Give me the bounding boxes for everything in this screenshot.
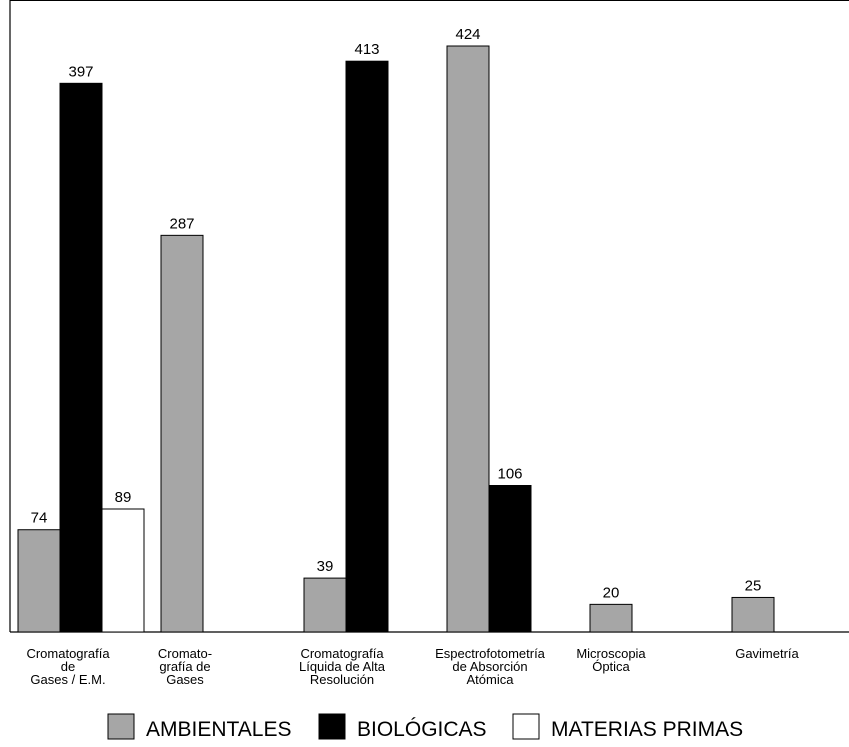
category-label: Atómica <box>467 672 515 687</box>
category-label: de <box>61 659 75 674</box>
bar <box>101 508 145 633</box>
data-label: 287 <box>169 215 194 232</box>
legend-label: BIOLÓGICAS <box>357 718 487 741</box>
category-label: Gavimetría <box>735 646 799 661</box>
bar <box>160 234 204 633</box>
legend: AMBIENTALES BIOLÓGICAS MATERIAS PRIMAS <box>107 713 743 741</box>
data-label: 413 <box>354 41 379 58</box>
data-label: 25 <box>745 577 762 594</box>
bar <box>59 82 103 633</box>
category-label: Gases <box>166 672 204 687</box>
legend-swatch <box>512 713 540 740</box>
bar <box>345 60 389 633</box>
category-label: Espectrofotometría <box>435 646 546 661</box>
bar <box>303 577 347 633</box>
bar <box>731 596 775 633</box>
data-label: 20 <box>603 584 620 601</box>
legend-label: MATERIAS PRIMAS <box>551 718 743 741</box>
category-label: Cromatografía <box>26 646 110 661</box>
data-label: 89 <box>115 489 132 506</box>
bars <box>17 45 775 633</box>
category-label: grafía de <box>159 659 210 674</box>
bar <box>446 45 490 633</box>
bar <box>589 603 633 633</box>
category-label: Cromatografía <box>300 646 384 661</box>
plot-frame <box>9 0 849 633</box>
data-label: 39 <box>317 558 334 575</box>
value-labels: 74 397 89 287 39 413 424 106 20 25 <box>31 26 762 601</box>
category-label: Óptica <box>592 659 630 674</box>
data-label: 74 <box>31 510 48 527</box>
data-label: 106 <box>497 466 522 483</box>
category-label: Microscopia <box>576 646 646 661</box>
legend-swatch <box>107 713 135 740</box>
category-label: Resolución <box>310 672 374 687</box>
data-label: 397 <box>68 63 93 80</box>
bar <box>488 485 532 633</box>
legend-swatch <box>318 713 346 740</box>
data-label: 424 <box>455 26 480 43</box>
category-label: de Absorción <box>452 659 527 674</box>
category-label: Líquida de Alta <box>299 659 386 674</box>
legend-label: AMBIENTALES <box>146 718 291 741</box>
bar <box>17 529 61 633</box>
category-label: Cromato- <box>158 646 212 661</box>
category-label: Gases / E.M. <box>30 672 105 687</box>
